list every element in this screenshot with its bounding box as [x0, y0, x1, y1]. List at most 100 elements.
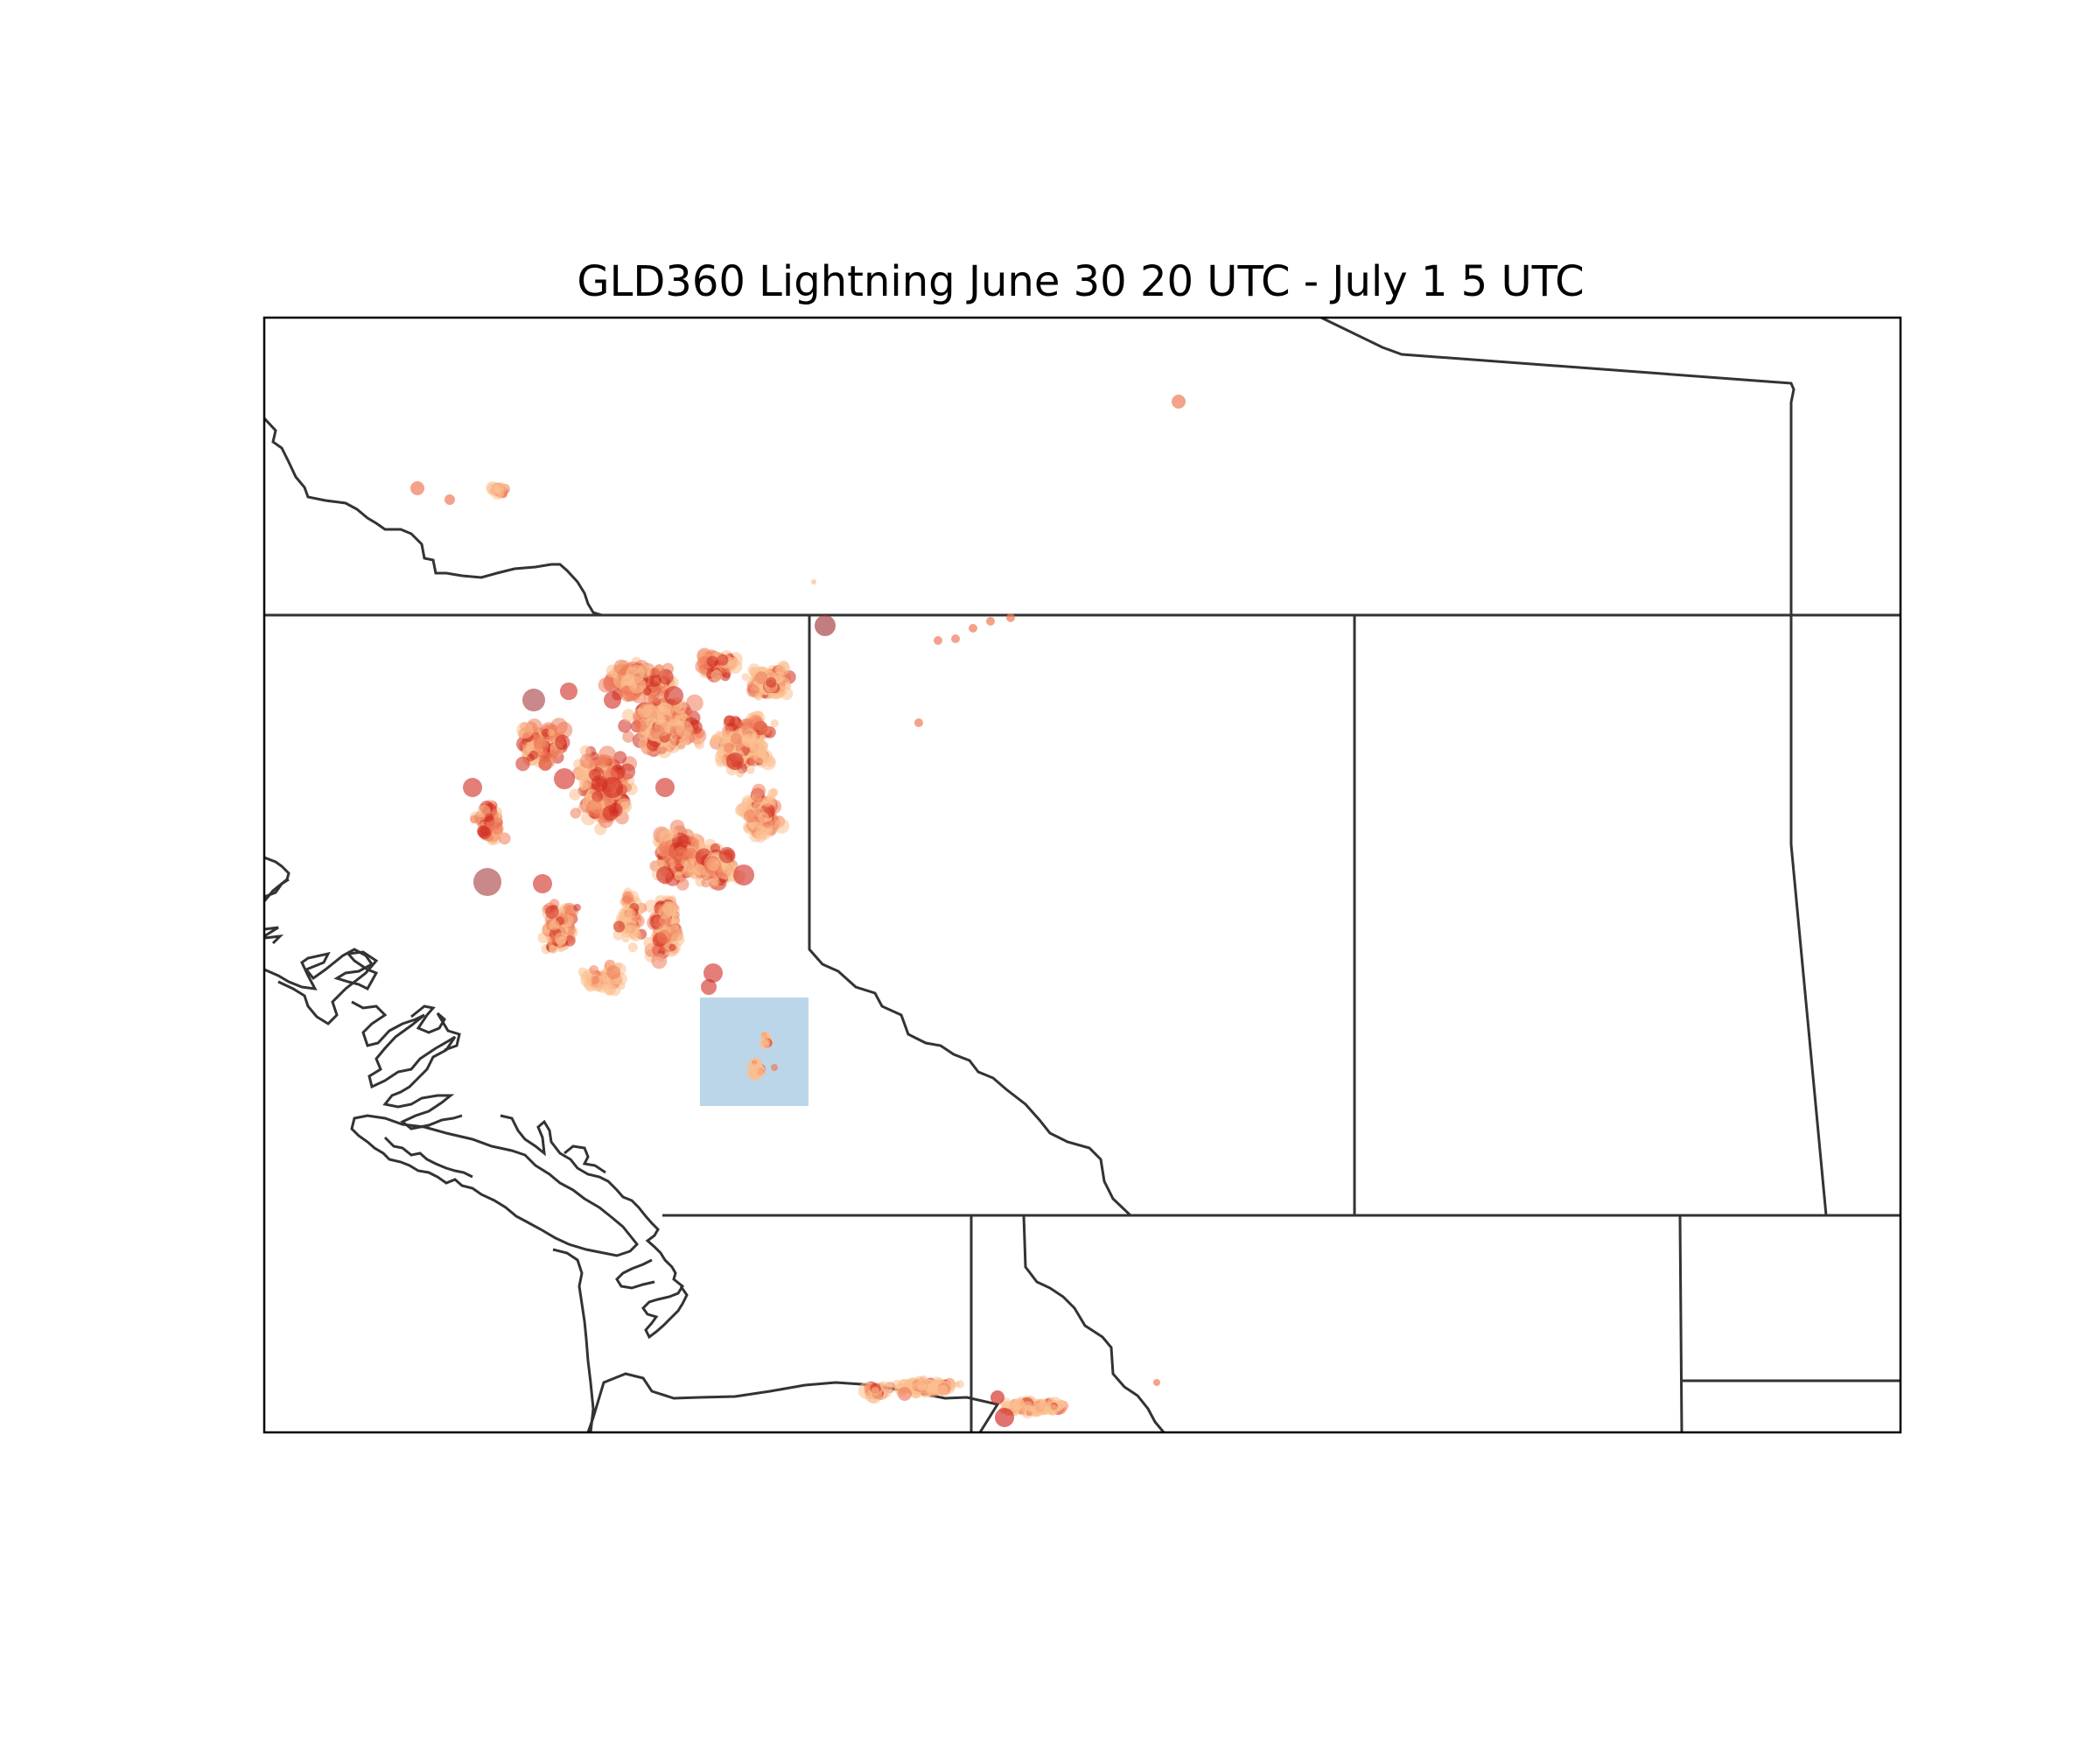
- lightning-strike-marker: [555, 734, 570, 751]
- lightning-strike-marker: [654, 664, 665, 676]
- lightning-strike-marker: [724, 715, 736, 727]
- lightning-strike-marker: [951, 634, 960, 643]
- lightning-strike-marker: [770, 719, 779, 728]
- lightning-strike-marker: [761, 795, 774, 807]
- lightning-strike-marker: [604, 691, 621, 709]
- lightning-strike-marker: [746, 765, 755, 774]
- lightning-strike-marker: [664, 686, 683, 705]
- lightning-strike-marker: [527, 741, 535, 750]
- lightning-strike-marker: [556, 936, 566, 947]
- lightning-strike-marker: [956, 1380, 964, 1389]
- lightning-strike-marker: [585, 799, 603, 816]
- lightning-strike-marker: [758, 811, 769, 823]
- lightning-strike-marker: [626, 908, 636, 919]
- bc-coast-fjords: [351, 1000, 463, 1130]
- lightning-strike-marker: [560, 682, 578, 700]
- lightning-strike-marker: [710, 843, 721, 854]
- lightning-strike-marker: [651, 953, 668, 970]
- map-title: GLD360 Lightning June 30 20 UTC - July 1…: [577, 257, 1585, 306]
- bc-coast-north: [264, 856, 290, 902]
- lightning-strike-marker: [774, 674, 783, 683]
- lightning-strike-marker: [724, 742, 734, 753]
- lightning-strike-marker: [605, 986, 614, 996]
- lightning-strike-marker: [749, 1063, 760, 1074]
- lightning-strike-marker: [752, 783, 766, 798]
- lightning-strike-marker: [760, 741, 769, 751]
- lightning-strike-marker: [680, 736, 690, 746]
- nwt-nunavut-border: [1320, 318, 1796, 615]
- lightning-strike-marker: [871, 1387, 880, 1396]
- northern-coast-west-2: [264, 934, 284, 945]
- lightning-strike-marker: [672, 855, 685, 868]
- lightning-strike-marker: [549, 945, 557, 954]
- lightning-strike-marker: [1046, 1398, 1054, 1405]
- lightning-strike-marker: [655, 778, 675, 797]
- lightning-strike-marker: [1006, 613, 1015, 622]
- lightning-strike-marker: [914, 718, 923, 727]
- lightning-strike-marker: [485, 813, 494, 822]
- highlight-box: [700, 998, 808, 1106]
- lightning-strike-marker: [533, 874, 552, 893]
- lightning-strike-marker: [547, 729, 556, 737]
- lightning-strike-marker: [749, 830, 762, 843]
- lightning-strike-marker: [621, 934, 630, 943]
- bc-coast-central: [264, 926, 279, 938]
- lightning-strike-marker: [491, 822, 503, 835]
- lightning-strike-marker: [668, 943, 676, 951]
- highlight-cluster: [746, 1031, 778, 1082]
- lightning-strike-marker: [995, 1408, 1014, 1427]
- lightning-strike-marker: [718, 846, 736, 864]
- lightning-strikes: [410, 395, 1186, 1427]
- lightning-strike-marker: [554, 768, 575, 789]
- lightning-strike-marker: [1033, 1402, 1046, 1414]
- lightning-strike-marker: [726, 752, 744, 770]
- lightning-strike-marker: [626, 924, 638, 936]
- mainland-coast: [500, 1114, 689, 1340]
- lightning-strike-marker: [715, 756, 727, 767]
- lightning-strike-marker: [754, 692, 763, 701]
- map-frame: [262, 316, 1902, 1434]
- lightning-strike-marker: [693, 864, 705, 876]
- lightning-strike-marker: [589, 965, 599, 975]
- lightning-strike-marker: [733, 864, 754, 886]
- lightning-strike-marker: [744, 809, 758, 823]
- lightning-strike-marker: [622, 895, 633, 905]
- lightning-strike-marker: [704, 963, 723, 983]
- lightning-strike-marker: [591, 976, 600, 985]
- lightning-strike-marker: [534, 738, 549, 754]
- lightning-strike-marker: [990, 1390, 1004, 1404]
- lightning-strike-marker: [766, 676, 777, 688]
- lightning-strike-marker: [638, 731, 648, 741]
- lightning-strike-marker: [1001, 1403, 1008, 1410]
- lightning-strike-marker: [658, 841, 670, 853]
- lightning-strike-marker: [730, 732, 742, 745]
- lightning-strike-marker: [477, 825, 489, 838]
- lightning-strike-marker: [410, 481, 424, 495]
- yukon-nwt-border: [264, 416, 603, 617]
- lightning-strike-marker: [676, 720, 693, 738]
- lightning-strike-marker: [650, 724, 665, 740]
- lightning-strike-marker: [637, 704, 652, 718]
- lightning-strike-marker: [541, 728, 550, 738]
- lightning-strike-marker: [710, 669, 723, 682]
- lightning-strike-marker: [522, 689, 545, 711]
- lightning-strike-marker: [774, 818, 790, 834]
- lightning-strike-marker: [751, 717, 764, 731]
- lightning-strike-marker: [637, 663, 653, 678]
- lightning-strike-marker: [628, 676, 647, 694]
- lightning-strike-marker: [579, 753, 595, 769]
- lightning-strike-marker: [608, 802, 623, 817]
- lightning-strike-marker: [613, 920, 626, 933]
- lightning-strike-marker: [701, 979, 717, 995]
- lightning-strike-marker: [686, 694, 704, 712]
- lightning-strike-marker: [617, 982, 626, 990]
- lightning-strike-marker: [710, 877, 720, 886]
- lightning-strike-marker: [549, 920, 560, 931]
- lightning-strike-marker: [771, 1064, 778, 1071]
- lightning-strike-marker: [613, 659, 629, 675]
- bc-alberta-border: [808, 615, 1132, 1217]
- borders: [264, 318, 1900, 1432]
- lightning-strike-marker: [573, 903, 581, 912]
- lightning-strike-marker: [473, 868, 501, 896]
